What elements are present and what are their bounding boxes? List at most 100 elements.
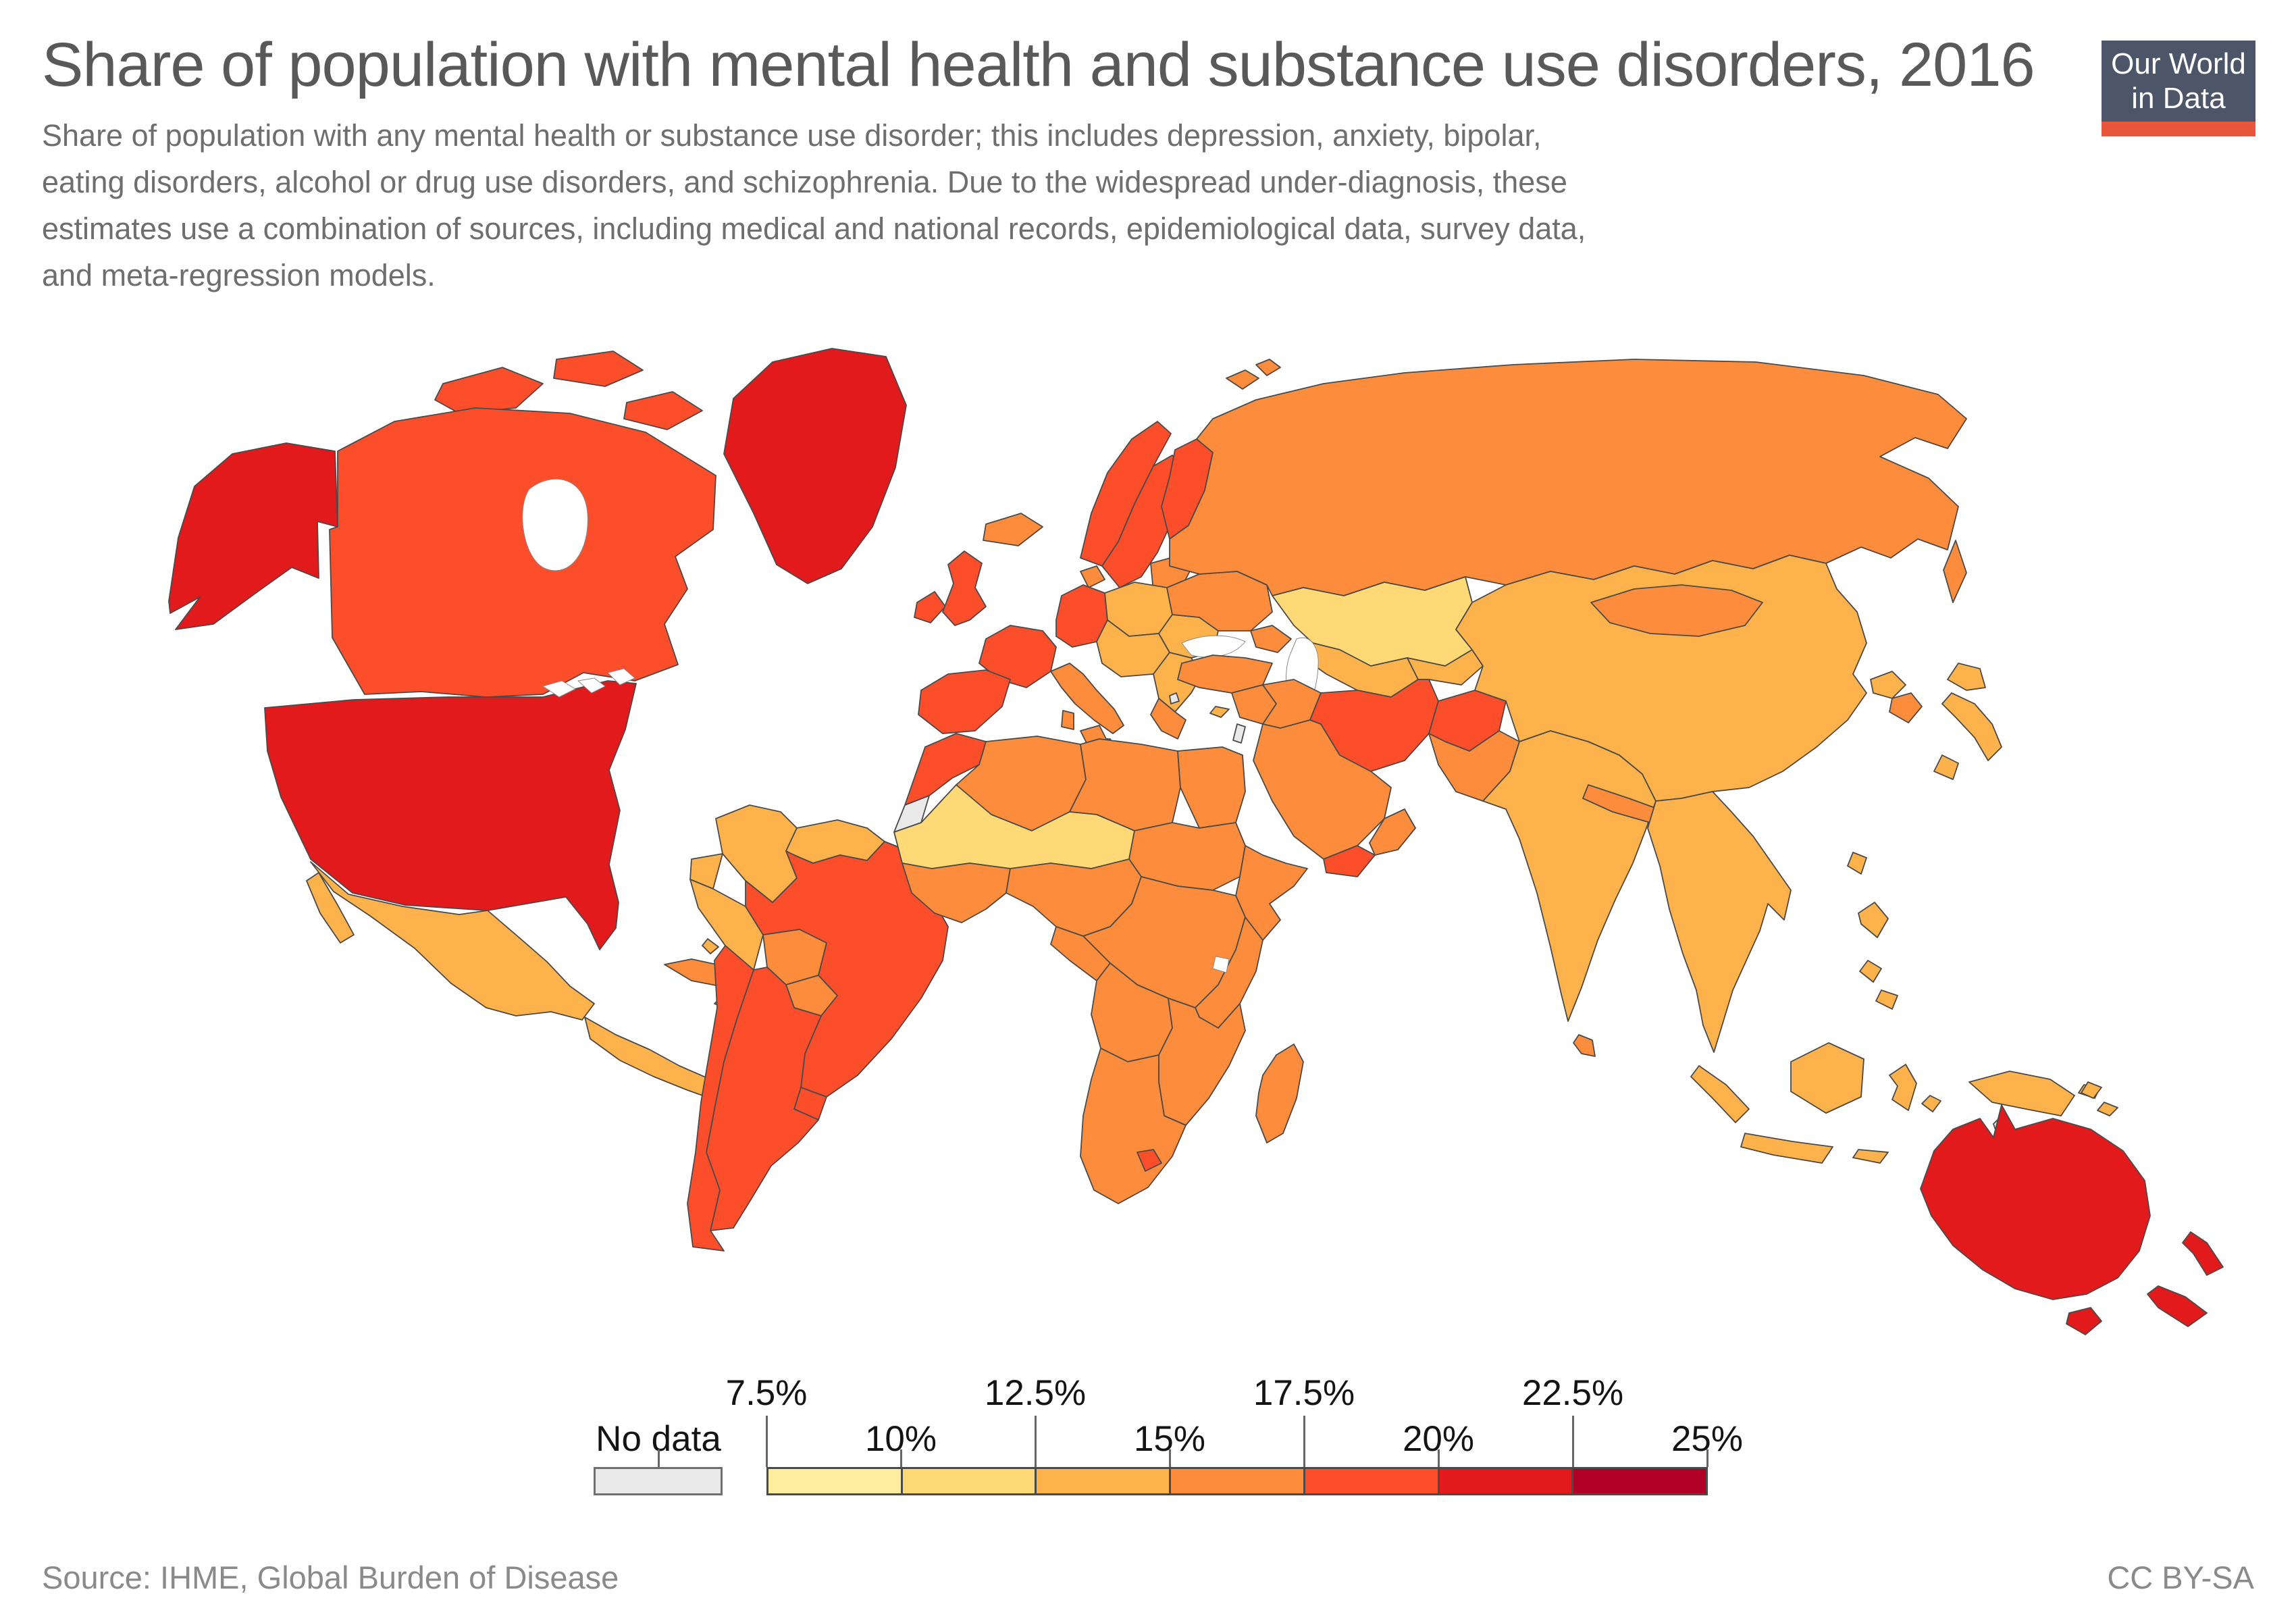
license-link[interactable]: CC BY-SA xyxy=(2107,1560,2254,1595)
country-spain-portugal[interactable] xyxy=(918,669,1011,734)
legend-tick xyxy=(1438,1449,1440,1467)
country-papua-new-guinea[interactable] xyxy=(1968,1071,2075,1116)
country-italy[interactable] xyxy=(1050,663,1124,734)
country-yemen[interactable] xyxy=(1323,845,1376,877)
country-south-korea[interactable] xyxy=(1889,692,1923,723)
country-morocco[interactable] xyxy=(904,733,987,806)
country-indonesia-lesser-sunda[interactable] xyxy=(1852,1149,1889,1164)
owid-logo-bar xyxy=(2102,122,2255,136)
subtitle-line: and meta-regression models. xyxy=(42,258,436,292)
great-lakes xyxy=(607,668,635,686)
country-iceland[interactable] xyxy=(983,513,1043,546)
country-lesotho[interactable] xyxy=(1137,1149,1162,1172)
country-australia[interactable] xyxy=(1920,1104,2151,1300)
legend-tick xyxy=(1706,1449,1708,1467)
page-title: Share of population with mental health a… xyxy=(42,30,2035,99)
country-australia-tasmania[interactable] xyxy=(2066,1307,2102,1335)
country-russia[interactable] xyxy=(1169,359,1967,596)
country-canada-arctic[interactable] xyxy=(434,367,544,414)
country-philippines[interactable] xyxy=(1875,989,1898,1010)
country-canada-arctic[interactable] xyxy=(553,351,644,387)
country-new-zealand[interactable] xyxy=(2147,1285,2208,1327)
legend-tick xyxy=(658,1449,660,1467)
country-indonesia-sulawesi[interactable] xyxy=(1889,1064,1917,1111)
legend-swatch-20-22.5[interactable] xyxy=(1437,1469,1572,1493)
great-lakes xyxy=(577,677,606,694)
country-fiji[interactable] xyxy=(2081,1081,2102,1099)
country-italy-sardinia[interactable] xyxy=(1061,710,1074,730)
legend-tick xyxy=(1169,1449,1171,1467)
region-caucasus[interactable] xyxy=(1250,625,1292,653)
country-alaska[interactable] xyxy=(168,442,338,630)
legend-tick xyxy=(1035,1416,1037,1467)
legend-swatch-15-17.5[interactable] xyxy=(1169,1469,1303,1493)
country-mongolia[interactable] xyxy=(1590,584,1763,637)
source-note: Source: IHME, Global Burden of Disease xyxy=(42,1560,619,1595)
legend-tick-label: 12.5% xyxy=(984,1373,1087,1413)
region-west-africa[interactable] xyxy=(902,863,1011,923)
legend-swatch-22.5-25[interactable] xyxy=(1571,1469,1706,1493)
country-canada[interactable] xyxy=(329,407,716,698)
country-uk[interactable] xyxy=(942,550,987,626)
country-indonesia-java[interactable] xyxy=(1740,1133,1833,1164)
region-palestine[interactable] xyxy=(1232,723,1246,744)
region-svalbard[interactable] xyxy=(1255,359,1281,376)
country-kosovo[interactable] xyxy=(1169,692,1180,704)
country-ireland[interactable] xyxy=(914,591,946,623)
region-mozambique-zimbabwe[interactable] xyxy=(1158,998,1246,1126)
legend-swatch-7.5-10[interactable] xyxy=(768,1469,901,1493)
country-bahamas[interactable] xyxy=(702,938,719,954)
country-taiwan[interactable] xyxy=(1847,852,1867,875)
legend-tick xyxy=(1572,1416,1574,1467)
country-mexico-baja[interactable] xyxy=(306,872,355,944)
legend-swatch-12.5-15[interactable] xyxy=(1035,1469,1170,1493)
country-japan[interactable] xyxy=(1933,754,1959,780)
subtitle-line: Share of population with any mental heal… xyxy=(42,118,1542,153)
country-madagascar[interactable] xyxy=(1255,1044,1304,1143)
legend-swatch-17.5-20[interactable] xyxy=(1303,1469,1438,1493)
country-philippines[interactable] xyxy=(1859,960,1882,983)
country-russia-sakhalin[interactable] xyxy=(1943,540,1967,603)
country-indonesia-sumatra[interactable] xyxy=(1690,1065,1750,1123)
country-canada-arctic[interactable] xyxy=(623,391,703,430)
lake-victoria xyxy=(1212,956,1230,973)
country-mexico[interactable] xyxy=(310,861,595,1021)
country-japan[interactable] xyxy=(1941,692,2002,761)
country-japan[interactable] xyxy=(1947,663,1986,691)
country-oman[interactable] xyxy=(1369,808,1416,856)
hudson-bay xyxy=(522,478,588,571)
world-choropleth-map xyxy=(168,348,2224,1335)
country-egypt[interactable] xyxy=(1177,746,1246,829)
legend-tick xyxy=(900,1449,902,1467)
subtitle-line: eating disorders, alcohol or drug use di… xyxy=(42,165,1567,199)
country-new-zealand[interactable] xyxy=(2182,1231,2224,1276)
country-cyprus[interactable] xyxy=(1209,706,1230,718)
country-china[interactable] xyxy=(1455,555,1867,802)
legend-tick-label: 22.5% xyxy=(1521,1373,1624,1413)
country-greece[interactable] xyxy=(1150,698,1186,740)
country-colombia[interactable] xyxy=(715,804,798,903)
legend-swatch-10-12.5[interactable] xyxy=(900,1469,1035,1493)
country-denmark[interactable] xyxy=(1080,565,1105,588)
legend-no-data-swatch[interactable] xyxy=(594,1467,723,1495)
country-india[interactable] xyxy=(1482,730,1656,1022)
owid-logo[interactable]: Our World in Data xyxy=(2102,41,2255,136)
country-peru[interactable] xyxy=(689,879,764,971)
region-southeast-asia[interactable] xyxy=(1647,791,1792,1053)
legend-tick-label: 17.5% xyxy=(1253,1373,1355,1413)
chart-subtitle: Share of population with any mental heal… xyxy=(42,112,1586,299)
country-philippines[interactable] xyxy=(1858,902,1889,938)
country-chile[interactable] xyxy=(687,945,754,1252)
subtitle-line: estimates use a combination of sources, … xyxy=(42,211,1586,246)
region-svalbard[interactable] xyxy=(1226,369,1259,390)
legend-tick xyxy=(1303,1416,1305,1467)
country-greenland[interactable] xyxy=(723,348,907,584)
country-indonesia-borneo[interactable] xyxy=(1790,1042,1864,1114)
country-sri-lanka[interactable] xyxy=(1573,1034,1596,1057)
country-indonesia-moluccas[interactable] xyxy=(1921,1095,1941,1112)
legend-tick xyxy=(766,1416,768,1467)
legend-tick-label: 7.5% xyxy=(725,1373,808,1413)
country-north-korea[interactable] xyxy=(1870,671,1906,699)
country-solomon-islands[interactable] xyxy=(2097,1102,2118,1116)
